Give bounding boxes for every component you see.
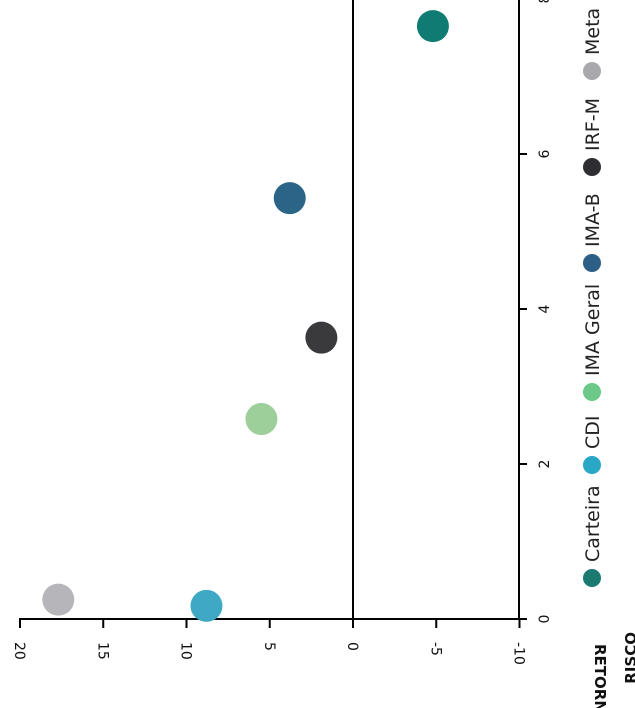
- point-ima-geral[interactable]: [245, 403, 278, 436]
- plot-area: 0 2 4 6 8 -10 -5 0 5 10 15 20: [11, 0, 553, 665]
- y-ticks: -10 -5 0 5 10 15 20: [11, 619, 527, 665]
- point-irf-m[interactable]: [305, 321, 338, 354]
- x-tick-label: 0: [537, 615, 553, 624]
- legend-label-irf-m: IRF-M: [582, 98, 604, 151]
- legend-marker-meta: [583, 62, 601, 80]
- x-tick-label: 6: [537, 149, 553, 158]
- legend-marker-carteira: [583, 569, 601, 587]
- y-tick-label: 5: [261, 642, 277, 651]
- legend-marker-ima-b: [583, 254, 601, 272]
- y-axis-title: RETORNO: [591, 644, 609, 708]
- legend-marker-cdi: [583, 456, 601, 474]
- legend-label-ima-b: IMA-B: [582, 193, 604, 247]
- y-tick-label: -10: [511, 642, 527, 665]
- legend-label-cdi: CDI: [582, 415, 604, 449]
- legend-marker-ima-geral: [583, 383, 601, 401]
- legend-label-ima-geral: IMA Geral: [582, 284, 604, 376]
- point-meta[interactable]: [42, 583, 75, 616]
- y-tick-label: 10: [178, 642, 194, 660]
- x-tick-label: 8: [537, 0, 553, 3]
- legend: Carteira CDI IMA Geral IMA-B IRF-M Meta: [582, 8, 604, 587]
- point-cdi[interactable]: [190, 589, 223, 622]
- legend-label-carteira: Carteira: [582, 485, 604, 562]
- legend-label-meta: Meta: [582, 8, 604, 55]
- y-tick-label: 0: [344, 642, 360, 651]
- y-tick-label: -5: [427, 642, 443, 656]
- point-ima-b[interactable]: [273, 182, 306, 215]
- y-tick-label: 20: [11, 642, 27, 660]
- x-ticks: 0 2 4 6 8: [519, 0, 553, 623]
- x-axis-title: RISCO: [622, 632, 635, 684]
- data-points: [42, 10, 449, 622]
- legend-marker-irf-m: [583, 158, 601, 176]
- x-tick-label: 2: [537, 460, 553, 469]
- y-tick-label: 15: [94, 642, 110, 660]
- point-carteira[interactable]: [416, 10, 449, 43]
- x-tick-label: 4: [537, 304, 553, 313]
